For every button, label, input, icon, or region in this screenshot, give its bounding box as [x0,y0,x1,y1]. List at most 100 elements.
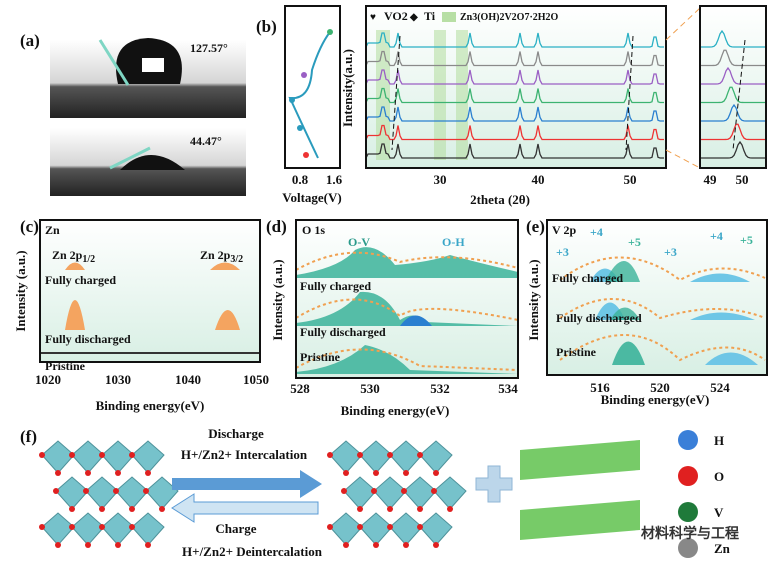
polyhedron [71,512,105,546]
spectrum [690,312,755,320]
pattern [365,143,664,159]
axis-label: Binding energy(eV) [341,403,450,418]
atom-label: Zn [714,541,731,556]
axis-label: Intensity (a.u.) [270,259,285,340]
legend-marker [442,12,456,22]
atom [69,506,75,512]
angle-line [109,146,151,170]
atom [403,542,409,548]
axes [39,219,261,363]
atom [343,542,349,548]
tick-label: 49 [704,172,718,187]
state: Pristine [556,345,597,359]
arrow [172,470,322,498]
axis-label: Voltage(V) [282,190,341,205]
angle-line [98,39,130,86]
spectrum [610,307,640,320]
tick-label: 50 [736,172,749,187]
state: Fully charged [300,279,371,293]
point [301,72,307,78]
polyhedron [131,512,165,546]
state: Fully discharged [300,325,386,339]
valence: +4 [710,229,723,243]
pattern [700,140,766,159]
polyhedron [403,476,437,510]
legend-entry: Ti [424,9,436,23]
atom [83,488,89,494]
pattern [365,87,664,104]
tick-label: 1040 [175,372,201,387]
atom [373,542,379,548]
polyhedron [343,476,377,510]
atom [85,470,91,476]
state: Fully charged [45,273,116,287]
legend-entry: VO2 [384,9,408,23]
atom [129,506,135,512]
fit [295,251,519,371]
pattern [700,66,766,85]
panel-d: (d) O 1s O-V O-H Fully charged Fully dis… [266,217,519,418]
atom [55,470,61,476]
legend: H O V Zn [678,430,731,558]
polyhedron [55,476,89,510]
polyhedron [419,512,453,546]
atom [143,488,149,494]
state: Fully charged [552,271,623,285]
panel-b: (b) 0.8 1.6 Voltage(V) ♥ VO2 ◆ Ti Zn3(OH… [256,5,767,207]
atom [129,524,135,530]
polyhedron [145,476,179,510]
xrd-patterns [365,32,664,159]
tick-label: 40 [532,172,545,187]
tick-label: 30 [434,172,447,187]
polyhedron [131,440,165,474]
element: O 1s [302,223,325,237]
subscript: 1/2 [82,254,95,265]
tick-label: 1.6 [326,172,343,187]
state: Fully discharged [45,332,131,346]
atom [403,470,409,476]
pattern [700,123,766,141]
tick-label: 0.8 [292,172,309,187]
plot-bg [296,220,518,378]
state: Pristine [45,359,86,373]
panel-e: (e) V 2p +3 +4 +5 +3 +4 +5 Fully charged… [526,217,768,407]
polyhedron [419,440,453,474]
peak-label: O-V [348,235,370,249]
polyhedron [359,512,393,546]
panel-label: (d) [266,217,287,236]
axis-label: Intensity (a.u.) [13,250,28,331]
axis-label: Intensity(a.u.) [340,49,355,127]
subscript: 3/2 [230,254,243,265]
atom [145,470,151,476]
atom [69,524,75,530]
spectrum [612,341,645,365]
tick-label: 524 [710,380,730,395]
plus [475,465,513,503]
atom [55,542,61,548]
atom [417,506,423,512]
atom [39,452,45,458]
spectrum [400,315,432,326]
panel-label: (f) [20,427,37,446]
band [456,30,468,160]
pattern [700,29,766,48]
polyhedron [389,440,423,474]
panel-label: (b) [256,17,277,36]
atom [343,470,349,476]
reflection [142,58,164,72]
polyhedron [329,440,363,474]
atom [53,488,59,494]
atom [357,452,363,458]
atom [99,524,105,530]
plot-bg [700,6,766,168]
panel-c: (c) Zn Zn 2p1/2 Zn 2p3/2 Fully charged F… [13,217,269,413]
atom [433,470,439,476]
panel-label: (c) [20,217,39,236]
spectrum [690,273,750,282]
pattern [700,103,766,122]
fit [559,256,766,362]
atom [159,506,165,512]
peak-label: Zn 2p1/2 [52,248,95,265]
process-label: H+/Zn2+ Intercalation [181,447,308,462]
panel-a: (a) 127.57° 44.47° [20,31,246,196]
